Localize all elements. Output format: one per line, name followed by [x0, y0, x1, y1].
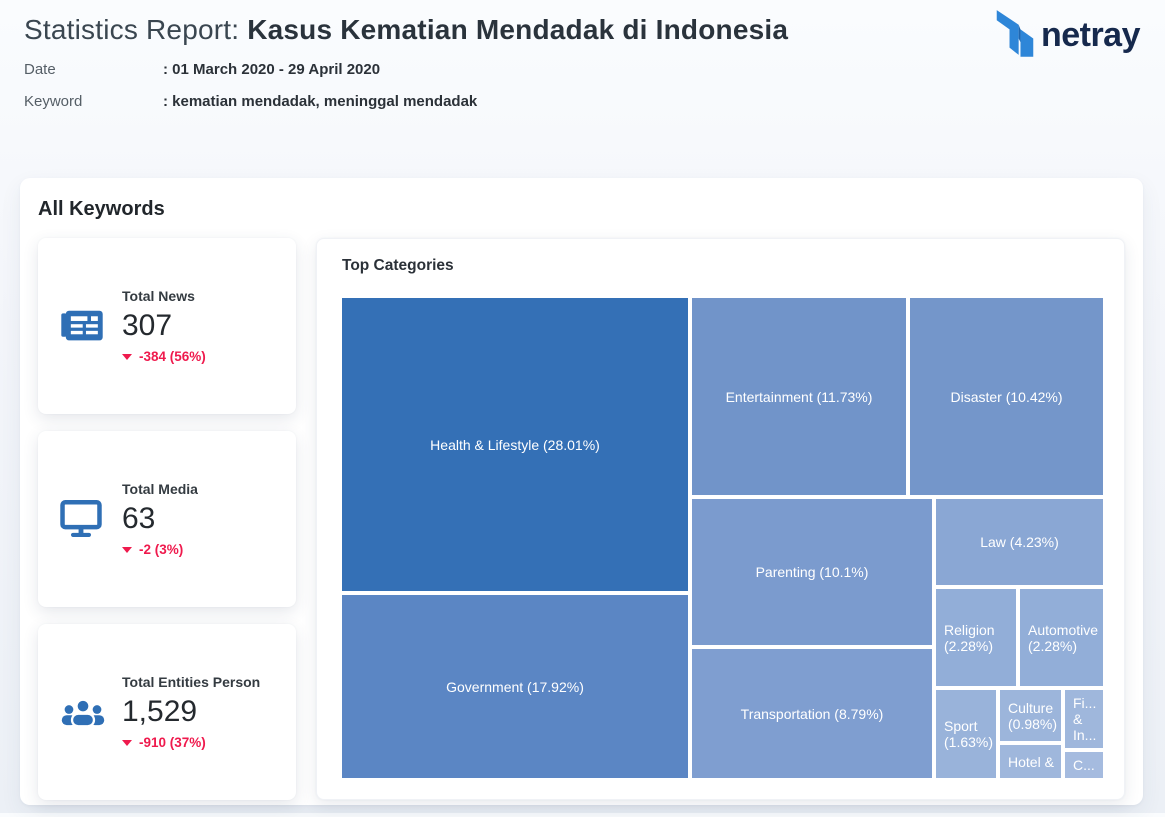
- treemap-cell-disaster[interactable]: Disaster (10.42%): [910, 298, 1103, 495]
- netray-logo-icon: [994, 9, 1036, 62]
- date-label: Date: [24, 61, 56, 78]
- treemap-cell-c[interactable]: C...: [1065, 752, 1103, 778]
- total-media-card: Total Media 63 -2 (3%): [38, 431, 296, 607]
- treemap-cell-religion[interactable]: Religion (2.28%): [936, 589, 1016, 686]
- meta-row-keyword: Keyword : kematian mendadak, meninggal m…: [24, 93, 1141, 110]
- total-entities-person-value: 1,529: [122, 695, 198, 728]
- total-news-label: Total News: [122, 288, 195, 304]
- treemap-cell-label: C...: [1073, 757, 1095, 773]
- date-value: : 01 March 2020 - 29 April 2020: [163, 61, 381, 78]
- treemap-cell-government[interactable]: Government (17.92%): [342, 595, 688, 778]
- treemap-cell-label: Hotel &: [1008, 753, 1054, 770]
- report-header: Statistics Report: Kasus Kematian Mendad…: [0, 0, 1165, 125]
- monitor-icon: [60, 500, 106, 538]
- treemap-cell-label: Sport (1.63%): [944, 718, 994, 750]
- total-entities-person-change: -910 (37%): [122, 735, 260, 750]
- netray-logo: netray: [994, 9, 1141, 62]
- keyword-value: : kematian mendadak, meninggal mendadak: [163, 93, 478, 110]
- total-media-text: Total Media 63 -2 (3%): [122, 481, 198, 557]
- down-arrow-icon: [122, 739, 132, 746]
- treemap-cell-transportation[interactable]: Transportation (8.79%): [692, 649, 932, 778]
- total-media-change: -2 (3%): [122, 542, 198, 557]
- treemap-cell-sport[interactable]: Sport (1.63%): [936, 690, 996, 778]
- treemap-cell-law[interactable]: Law (4.23%): [936, 499, 1103, 585]
- page-title: Statistics Report: Kasus Kematian Mendad…: [24, 14, 1141, 46]
- total-entities-person-text: Total Entities Person 1,529 -910 (37%): [122, 674, 260, 750]
- users-icon: [60, 694, 106, 730]
- treemap-cell-label: Transportation (8.79%): [740, 705, 884, 722]
- total-entities-person-card: Total Entities Person 1,529 -910 (37%): [38, 624, 296, 800]
- treemap-cell-health[interactable]: Health & Lifestyle (28.01%): [342, 298, 688, 591]
- page-title-subject: Kasus Kematian Mendadak di Indonesia: [247, 14, 789, 45]
- report-meta: Date : 01 March 2020 - 29 April 2020 Key…: [24, 61, 1141, 110]
- total-media-change-text: -2 (3%): [139, 542, 184, 557]
- total-entities-person-change-text: -910 (37%): [139, 735, 206, 750]
- treemap: Health & Lifestyle (28.01%) Government (1…: [342, 298, 1103, 778]
- total-media-value: 63: [122, 502, 156, 535]
- total-news-change: -384 (56%): [122, 349, 206, 364]
- treemap-cell-label: Religion (2.28%): [944, 621, 995, 654]
- treemap-cell-label: Health & Lifestyle (28.01%): [430, 436, 600, 453]
- keyword-label: Keyword: [24, 93, 83, 110]
- treemap-cell-label: Entertainment (11.73%): [725, 388, 873, 405]
- total-news-card: Total News 307 -384 (56%): [38, 238, 296, 414]
- treemap-cell-entertainment[interactable]: Entertainment (11.73%): [692, 298, 906, 495]
- section-title: All Keywords: [38, 198, 165, 220]
- top-categories-title: Top Categories: [342, 257, 454, 274]
- treemap-cell-culture[interactable]: Culture (0.98%): [1000, 690, 1061, 741]
- treemap-cell-automotive[interactable]: Automotive (2.28%): [1020, 589, 1103, 686]
- treemap-cell-parenting[interactable]: Parenting (10.1%): [692, 499, 932, 645]
- treemap-cell-label: Government (17.92%): [446, 678, 584, 695]
- down-arrow-icon: [122, 353, 132, 360]
- stat-cards-column: Total News 307 -384 (56%) Total Media 63…: [38, 238, 296, 817]
- netray-logo-text: netray: [1040, 16, 1141, 54]
- top-categories-panel: Top Categories Health & Lifestyle (28.01…: [316, 238, 1125, 800]
- total-media-label: Total Media: [122, 481, 198, 497]
- newspaper-icon: [60, 308, 106, 344]
- treemap-cell-label: Parenting (10.1%): [755, 564, 869, 580]
- treemap-cell-label: Law (4.23%): [980, 534, 1059, 550]
- down-arrow-icon: [122, 546, 132, 553]
- total-news-text: Total News 307 -384 (56%): [122, 288, 206, 364]
- treemap-cell-hotel[interactable]: Hotel &: [1000, 745, 1061, 778]
- total-entities-person-label: Total Entities Person: [122, 674, 261, 690]
- treemap-cell-label: Culture (0.98%): [1008, 699, 1058, 732]
- treemap-cell-label: Disaster (10.42%): [950, 388, 1063, 405]
- treemap-cell-label: Automotive (2.28%): [1028, 621, 1099, 654]
- total-news-value: 307: [122, 309, 173, 342]
- all-keywords-panel: All Keywords Total News 307 -384 (56: [20, 178, 1143, 805]
- meta-row-date: Date : 01 March 2020 - 29 April 2020: [24, 61, 1141, 78]
- page-title-prefix: Statistics Report:: [24, 14, 248, 45]
- treemap-cell-label: Fi... & In...: [1073, 695, 1097, 743]
- total-news-change-text: -384 (56%): [139, 349, 206, 364]
- treemap-cell-finance[interactable]: Fi... & In...: [1065, 690, 1103, 748]
